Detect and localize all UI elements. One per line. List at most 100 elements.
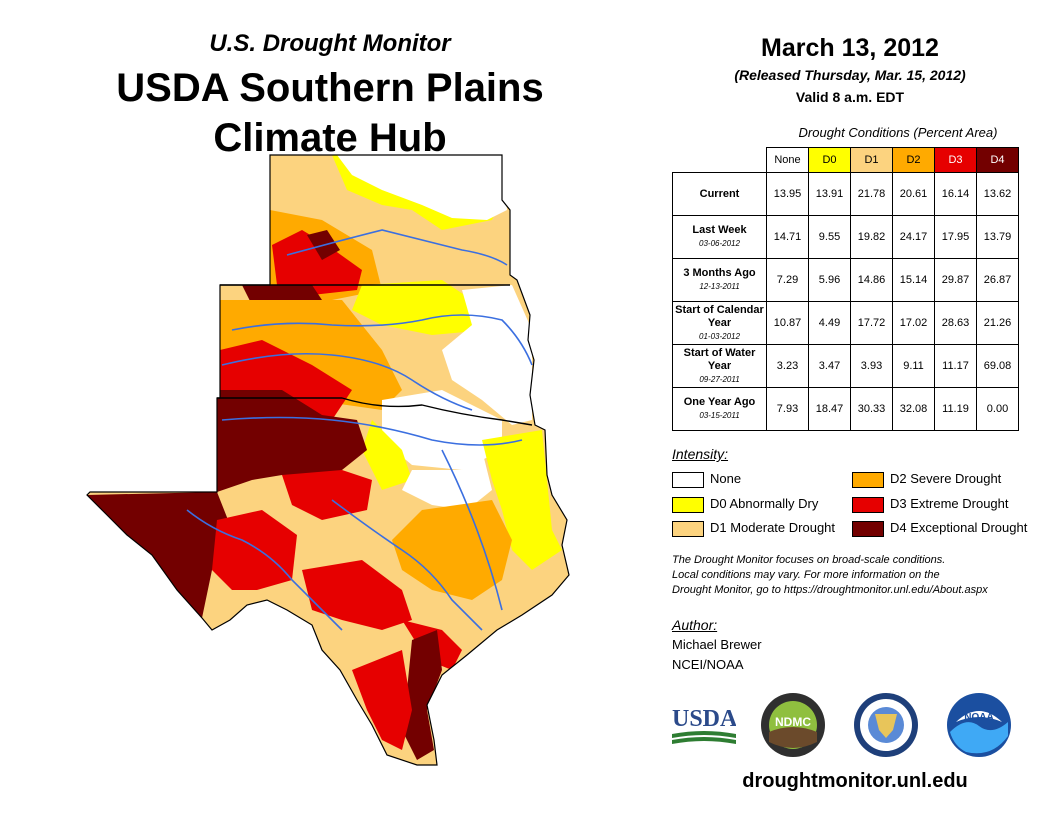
map-zone-d4: [217, 390, 367, 492]
release-date: (Released Thursday, Mar. 15, 2012): [734, 67, 966, 83]
table-row-start-calendar-year: Start of Calendar Year 01-03-2012 10.87 4…: [672, 301, 1019, 345]
table-corner: [673, 148, 767, 173]
footer-url[interactable]: droughtmonitor.unl.edu: [742, 770, 968, 792]
row-label: Current: [672, 172, 767, 216]
legend-swatch: [852, 520, 884, 537]
table-cell: 20.61: [892, 172, 935, 216]
map-zone-none: [402, 450, 492, 510]
table-cell: 3.47: [808, 344, 851, 388]
map-zone-d3: [272, 230, 362, 295]
noaa-logo: NOAA: [947, 693, 1011, 757]
commerce-seal-logo: [854, 693, 918, 757]
legend-swatch: [852, 471, 884, 488]
table-cell: 4.49: [808, 301, 851, 345]
noaa-logo-text: NOAA: [964, 712, 993, 723]
drought-map: [86, 154, 570, 766]
col-header-d0: D0: [808, 147, 851, 173]
table-cell: 11.17: [934, 344, 977, 388]
map-zone-d3: [352, 650, 412, 750]
table-cell: 29.87: [934, 258, 977, 302]
table-cell: 14.86: [850, 258, 893, 302]
legend-item-d0: D0 Abnormally Dry: [672, 496, 818, 514]
table-cell: 13.62: [976, 172, 1019, 216]
col-header-d2: D2: [892, 147, 935, 173]
table-cell: 13.95: [766, 172, 809, 216]
author-name: Michael Brewer: [672, 637, 762, 652]
author-org: NCEI/NOAA: [672, 657, 744, 672]
table-cell: 69.08: [976, 344, 1019, 388]
table-cell: 18.47: [808, 387, 851, 431]
row-label-text: Last Week: [692, 224, 747, 236]
row-date: 03-06-2012: [699, 239, 740, 248]
conditions-table: None D0 D1 D2 D3 D4 Current 13.95 13.91 …: [672, 147, 1019, 431]
row-label: Last Week 03-06-2012: [672, 215, 767, 259]
river: [186, 509, 343, 631]
table-cell: 21.78: [850, 172, 893, 216]
legend-swatch: [852, 496, 884, 513]
table-cell: 17.02: [892, 301, 935, 345]
table-row-last-week: Last Week 03-06-2012 14.71 9.55 19.82 24.…: [672, 215, 1019, 259]
map-rivers: [186, 229, 533, 631]
map-title-line2: Climate Hub: [213, 116, 447, 160]
usda-logo: USDA: [672, 706, 736, 744]
table-cell: 26.87: [976, 258, 1019, 302]
row-date: 03-15-2011: [699, 411, 740, 420]
table-cell: 3.23: [766, 344, 809, 388]
table-cell: 7.93: [766, 387, 809, 431]
ndmc-logo-text: NDMC: [775, 715, 811, 729]
table-cell: 9.11: [892, 344, 935, 388]
map-zone-none: [442, 285, 532, 425]
legend-swatch: [672, 496, 704, 513]
river: [441, 449, 503, 611]
table-cell: 30.33: [850, 387, 893, 431]
table-header-row: None D0 D1 D2 D3 D4: [673, 147, 1019, 173]
legend-swatch: [672, 520, 704, 537]
river: [286, 229, 508, 266]
map-zone-d3: [302, 560, 412, 630]
row-label-text: 3 Months Ago: [683, 267, 756, 279]
map-zone-d4: [402, 630, 442, 760]
table-row-current: Current 13.95 13.91 21.78 20.61 16.14 13…: [672, 172, 1019, 216]
legend-item-none: None: [672, 471, 741, 489]
legend-label: D3 Extreme Drought: [890, 496, 1009, 511]
map-zone-d3: [282, 470, 372, 520]
ndmc-logo: NDMC: [761, 693, 825, 757]
map-date: March 13, 2012: [761, 34, 939, 62]
row-label-text: Start of Calendar Year: [675, 303, 764, 329]
row-label: Start of Water Year 09-27-2011: [672, 344, 767, 388]
legend-label: D0 Abnormally Dry: [710, 496, 819, 511]
table-row-3-months-ago: 3 Months Ago 12-13-2011 7.29 5.96 14.86 1…: [672, 258, 1019, 302]
map-zone-d0: [352, 280, 487, 335]
map-zone-d0: [362, 420, 412, 490]
table-row-start-water-year: Start of Water Year 09-27-2011 3.23 3.47 …: [672, 344, 1019, 388]
table-cell: 0.00: [976, 387, 1019, 431]
row-date: 12-13-2011: [699, 282, 740, 291]
note-line: Local conditions may vary. For more info…: [672, 569, 940, 581]
map-zone-d3: [212, 510, 297, 590]
row-label: One Year Ago 03-15-2011: [672, 387, 767, 431]
map-zone-d4: [87, 492, 232, 618]
table-cell: 3.93: [850, 344, 893, 388]
legend-label: D1 Moderate Drought: [710, 520, 836, 535]
legend-item-d2: D2 Severe Drought: [852, 471, 1001, 489]
row-label: 3 Months Ago 12-13-2011: [672, 258, 767, 302]
map-zone-d0: [482, 430, 562, 570]
legend-label: None: [710, 471, 742, 486]
disclaimer-note: The Drought Monitor focuses on broad-sca…: [672, 553, 1032, 598]
conditions-table-title: Drought Conditions (Percent Area): [798, 125, 998, 140]
col-header-d4: D4: [976, 147, 1019, 173]
table-cell: 17.95: [934, 215, 977, 259]
table-cell: 21.26: [976, 301, 1019, 345]
row-label: Start of Calendar Year 01-03-2012: [672, 301, 767, 345]
legend-label: D4 Exceptional Drought: [890, 520, 1028, 535]
table-cell: 5.96: [808, 258, 851, 302]
table-cell: 9.55: [808, 215, 851, 259]
usda-logo-text: USDA: [672, 706, 736, 732]
row-label-text: One Year Ago: [683, 396, 756, 408]
table-cell: 13.91: [808, 172, 851, 216]
table-row-one-year-ago: One Year Ago 03-15-2011 7.93 18.47 30.33 …: [672, 387, 1019, 431]
river: [221, 352, 473, 411]
row-date: 01-03-2012: [699, 331, 740, 341]
table-cell: 13.79: [976, 215, 1019, 259]
col-header-none: None: [766, 147, 809, 173]
